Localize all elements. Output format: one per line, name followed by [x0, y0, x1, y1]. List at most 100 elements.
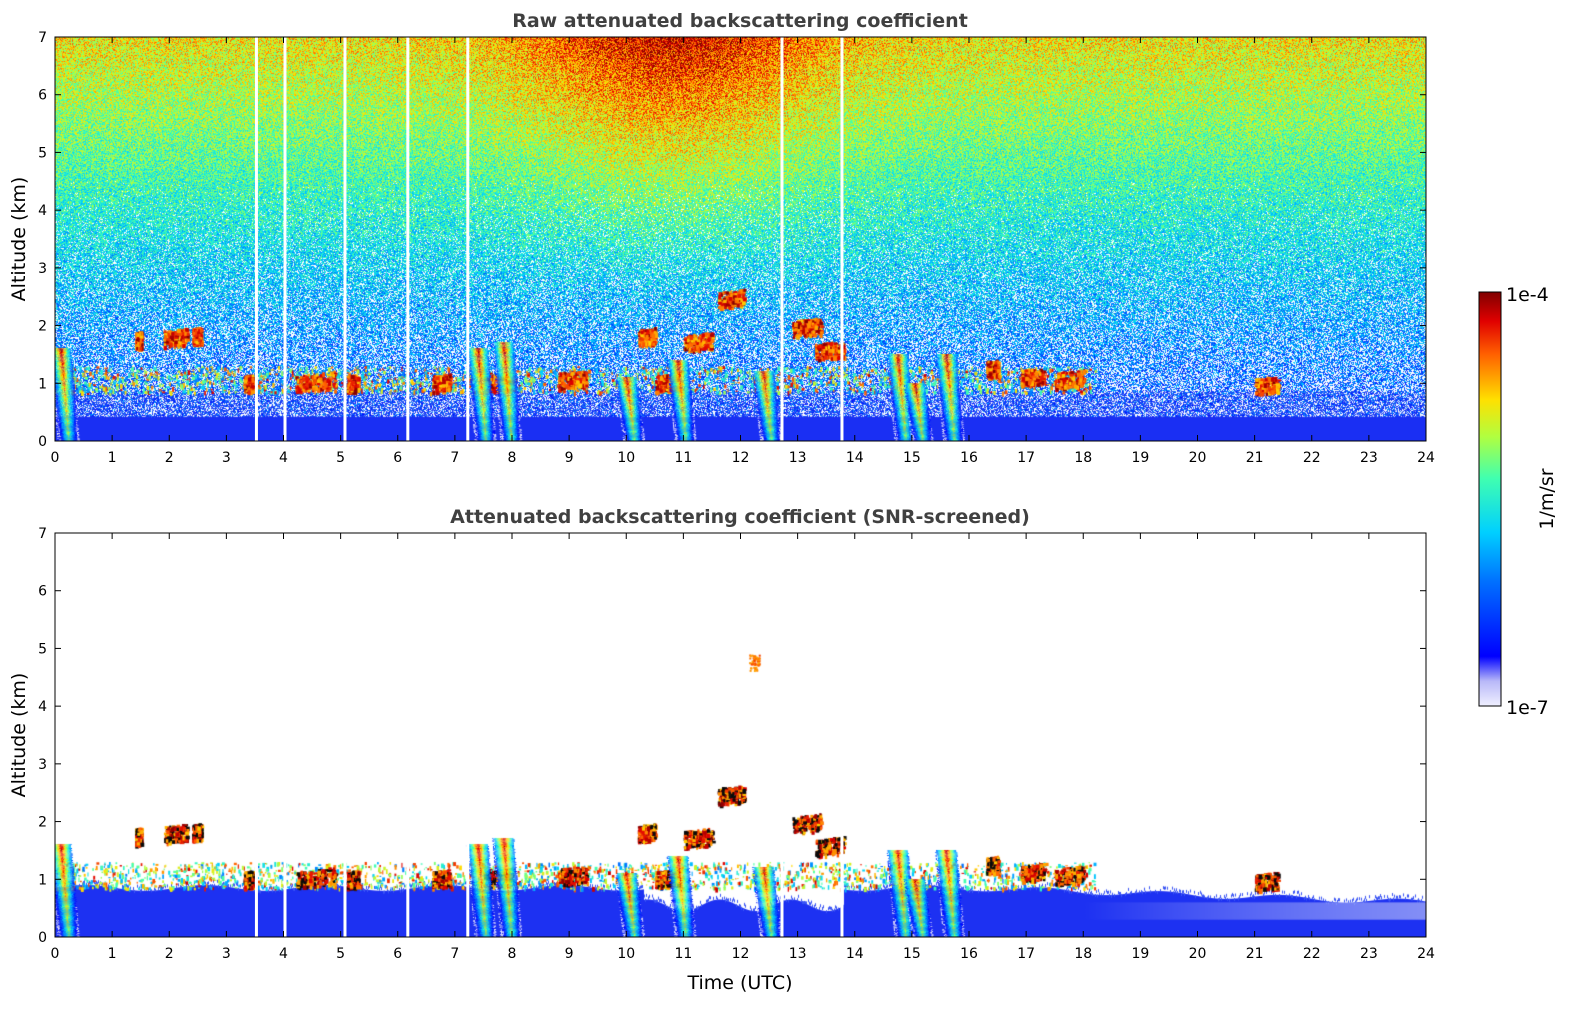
x-tick-label: 20 [1189, 946, 1207, 962]
data-gap-3 [406, 37, 410, 441]
x-tick-label: 24 [1417, 450, 1435, 466]
x-tick-label: 17 [1017, 946, 1035, 962]
x-tick-label: 14 [846, 946, 864, 962]
data-gap-5 [780, 37, 784, 441]
y-tick-label: 2 [38, 319, 47, 335]
x-tick-label: 7 [450, 946, 459, 962]
x-tick-label: 21 [1246, 946, 1264, 962]
data-gap-2 [343, 533, 347, 937]
x-tick-label: 15 [903, 946, 921, 962]
y-tick-label: 2 [38, 815, 47, 831]
x-axis-label: Time (UTC) [686, 972, 792, 994]
heatmap-canvas [55, 37, 1426, 441]
colorbar-min-label: 1e-7 [1506, 697, 1549, 719]
raw-backscatter-panel: Raw attenuated backscattering coefficien… [8, 10, 1435, 466]
x-tick-label: 18 [1074, 450, 1092, 466]
y-tick-label: 6 [38, 88, 47, 104]
x-tick-label: 9 [565, 450, 574, 466]
x-tick-label: 19 [1131, 946, 1149, 962]
x-tick-label: 22 [1303, 946, 1321, 962]
colorbar-max-label: 1e-4 [1506, 284, 1549, 306]
x-tick-label: 7 [450, 450, 459, 466]
x-tick-label: 14 [846, 450, 864, 466]
x-tick-label: 6 [393, 946, 402, 962]
y-tick-label: 5 [38, 145, 47, 161]
x-tick-label: 16 [960, 450, 978, 466]
x-tick-label: 8 [508, 946, 517, 962]
x-tick-label: 5 [336, 946, 345, 962]
x-tick-label: 8 [508, 450, 517, 466]
data-gap-4 [466, 37, 470, 441]
x-tick-label: 2 [165, 450, 174, 466]
y-tick-label: 4 [38, 699, 47, 715]
x-tick-label: 19 [1131, 450, 1149, 466]
y-tick-label: 0 [38, 930, 47, 946]
y-axis: 0 1 2 3 4 5 6 7 [38, 30, 1426, 450]
x-tick-label: 24 [1417, 946, 1435, 962]
data-gap-3 [406, 533, 410, 937]
data-gap-6 [840, 533, 844, 937]
x-tick-label: 2 [165, 946, 174, 962]
x-tick-label: 0 [51, 450, 60, 466]
y-tick-label: 1 [38, 872, 47, 888]
colorbar: 1e-4 1e-7 1/m/sr [1478, 284, 1558, 719]
y-tick-label: 0 [38, 434, 47, 450]
x-tick-label: 4 [279, 946, 288, 962]
y-tick-label: 1 [38, 376, 47, 392]
x-tick-label: 0 [51, 946, 60, 962]
x-tick-label: 9 [565, 946, 574, 962]
data-gaps [254, 533, 844, 937]
y-tick-label: 3 [38, 757, 47, 773]
y-tick-label: 5 [38, 641, 47, 657]
data-gap-4 [466, 533, 470, 937]
x-tick-label: 1 [108, 946, 117, 962]
heatmap-image [55, 37, 1426, 441]
y-tick-label: 7 [38, 526, 47, 542]
x-tick-label: 5 [336, 450, 345, 466]
x-tick-label: 1 [108, 450, 117, 466]
data-gap-5 [780, 533, 784, 937]
x-tick-label: 10 [617, 450, 635, 466]
x-tick-label: 23 [1360, 946, 1378, 962]
x-tick-label: 13 [789, 450, 807, 466]
x-tick-label: 3 [222, 450, 231, 466]
x-tick-label: 12 [732, 946, 750, 962]
data-gap-1 [283, 533, 287, 937]
heatmap-canvas [55, 533, 1426, 937]
heatmap-image [55, 533, 1426, 937]
x-tick-label: 3 [222, 946, 231, 962]
snr-screened-backscatter-panel: Attenuated backscattering coefficient (S… [8, 506, 1435, 994]
x-tick-label: 10 [617, 946, 635, 962]
data-gap-0 [254, 37, 258, 441]
x-tick-label: 17 [1017, 450, 1035, 466]
data-gaps [254, 37, 844, 441]
x-tick-label: 11 [674, 946, 692, 962]
x-tick-label: 15 [903, 450, 921, 466]
x-tick-label: 18 [1074, 946, 1092, 962]
data-gap-6 [840, 37, 844, 441]
y-tick-label: 3 [38, 261, 47, 277]
x-tick-label: 6 [393, 450, 402, 466]
colorbar-label: 1/m/sr [1536, 468, 1558, 529]
x-tick-label: 21 [1246, 450, 1264, 466]
y-tick-label: 7 [38, 30, 47, 46]
x-tick-label: 12 [732, 450, 750, 466]
x-tick-label: 13 [789, 946, 807, 962]
colorbar-gradient [1478, 291, 1502, 707]
data-gap-2 [343, 37, 347, 441]
y-axis: 0 1 2 3 4 5 6 7 [38, 526, 1426, 946]
y-tick-label: 6 [38, 584, 47, 600]
y-axis-label: Altitude (km) [8, 673, 30, 798]
x-tick-label: 4 [279, 450, 288, 466]
y-axis-label: Altitude (km) [8, 177, 30, 302]
x-axis: 0 1 2 3 4 5 6 7 8 9 10 11 12 13 14 15 16 17 18 19 20 21 22 23 24 [51, 37, 1435, 466]
y-tick-label: 4 [38, 203, 47, 219]
x-tick-label: 16 [960, 946, 978, 962]
data-gap-1 [283, 37, 287, 441]
x-tick-label: 22 [1303, 450, 1321, 466]
panel-title: Attenuated backscattering coefficient (S… [450, 506, 1030, 528]
x-tick-label: 20 [1189, 450, 1207, 466]
x-axis: 0 1 2 3 4 5 6 7 8 9 10 11 12 13 14 15 16 17 18 19 20 21 22 23 24 [51, 533, 1435, 962]
data-gap-0 [254, 533, 258, 937]
